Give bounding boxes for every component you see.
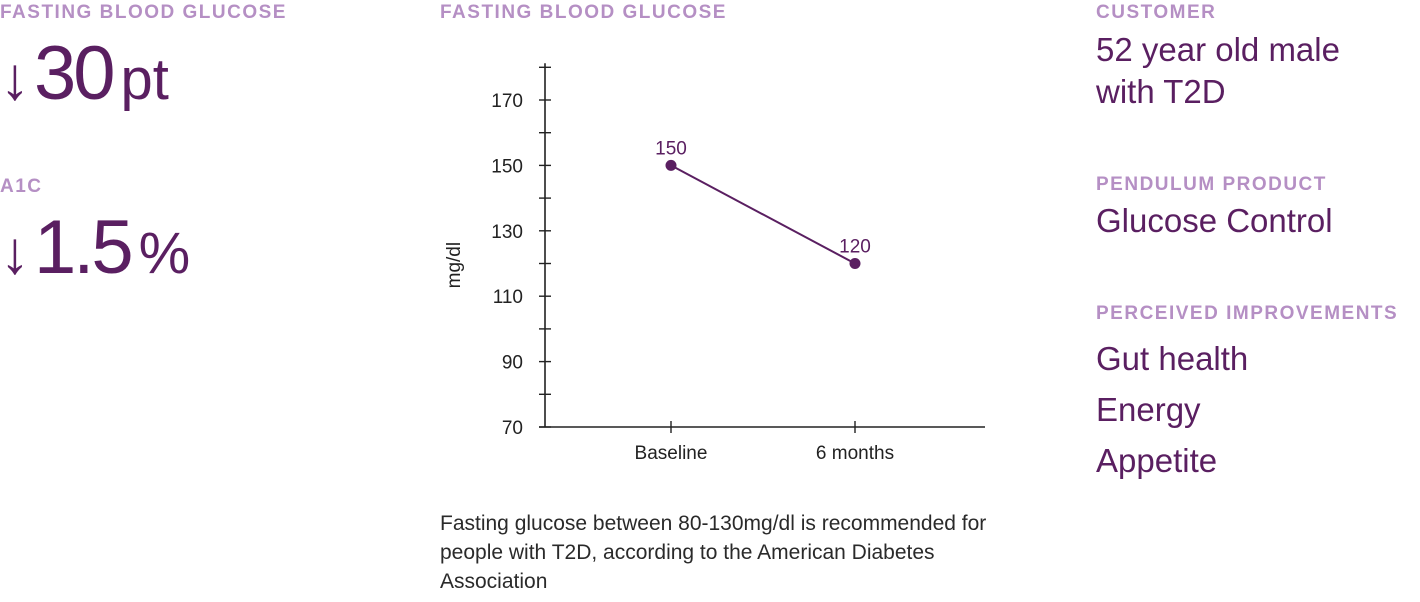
a1c-change-unit: % [138, 221, 191, 286]
glucose-label: FASTING BLOOD GLUCOSE [0, 2, 287, 23]
y-tick-label: 110 [493, 287, 523, 308]
a1c-stat: ↓ 1.5 % [0, 210, 190, 286]
product-name: Glucose Control [1096, 202, 1333, 239]
down-arrow-icon: ↓ [0, 219, 30, 286]
x-tick-label: 6 months [816, 443, 894, 464]
series-line [670, 164, 856, 265]
y-tick-label: 90 [502, 353, 523, 374]
data-label: 150 [655, 138, 687, 159]
a1c-label: A1C [0, 176, 43, 197]
improvements-label: PERCEIVED IMPROVEMENTS [1096, 303, 1399, 324]
glucose-change-value: 30 [34, 31, 116, 116]
glucose-change-unit: pt [120, 47, 169, 112]
data-label: 120 [839, 237, 871, 258]
data-point [665, 159, 677, 171]
a1c-change-value: 1.5 [34, 205, 134, 290]
y-tick-label: 170 [491, 91, 523, 112]
improvements-list: Gut health Energy Appetite [1096, 333, 1248, 486]
glucose-stat: ↓ 30 pt [0, 36, 169, 112]
customer-label: CUSTOMER [1096, 2, 1217, 23]
improvement-item: Energy [1096, 391, 1201, 428]
customer-description: 52 year old male with T2D [1096, 29, 1340, 113]
guideline-note: Fasting glucose between 80-130mg/dl is r… [440, 512, 987, 593]
data-point [849, 258, 861, 269]
y-tick-label: 130 [491, 222, 523, 243]
y-axis-title: mg/dl [444, 242, 465, 288]
y-tick-label: 70 [502, 418, 523, 439]
x-tick-label: Baseline [635, 443, 708, 464]
customer-line-1: 52 year old male [1096, 31, 1340, 68]
glucose-line-chart: 70 90 110 130 150 170 Baseline 6 months mg/dl 150… [444, 63, 985, 464]
chart-label: FASTING BLOOD GLUCOSE [440, 2, 727, 23]
product-label: PENDULUM PRODUCT [1096, 174, 1327, 195]
customer-line-2: with T2D [1096, 73, 1226, 110]
y-tick-label: 150 [491, 156, 523, 177]
down-arrow-icon: ↓ [0, 45, 30, 112]
improvement-item: Gut health [1096, 340, 1249, 377]
improvement-item: Appetite [1096, 442, 1218, 479]
